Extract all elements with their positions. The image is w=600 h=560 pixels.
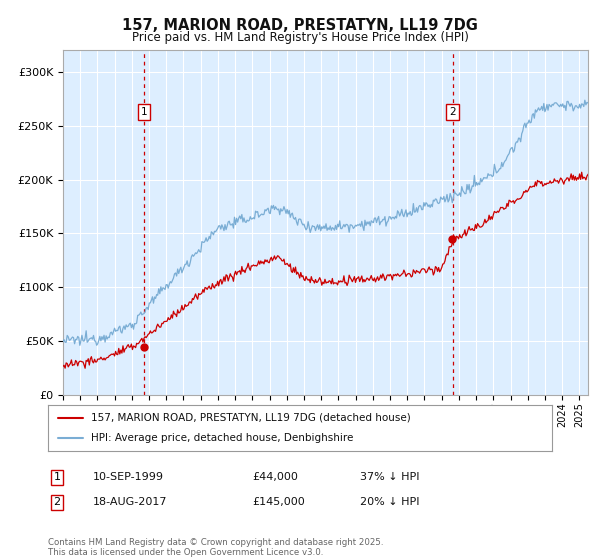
Text: 1: 1 [140, 108, 147, 118]
Text: 18-AUG-2017: 18-AUG-2017 [93, 497, 167, 507]
Text: 2: 2 [53, 497, 61, 507]
Text: Price paid vs. HM Land Registry's House Price Index (HPI): Price paid vs. HM Land Registry's House … [131, 31, 469, 44]
Text: 2: 2 [449, 108, 456, 118]
Text: 37% ↓ HPI: 37% ↓ HPI [360, 472, 419, 482]
Text: £44,000: £44,000 [252, 472, 298, 482]
Text: 157, MARION ROAD, PRESTATYN, LL19 7DG: 157, MARION ROAD, PRESTATYN, LL19 7DG [122, 18, 478, 33]
Text: 10-SEP-1999: 10-SEP-1999 [93, 472, 164, 482]
Text: £145,000: £145,000 [252, 497, 305, 507]
Text: HPI: Average price, detached house, Denbighshire: HPI: Average price, detached house, Denb… [91, 433, 353, 443]
Text: 157, MARION ROAD, PRESTATYN, LL19 7DG (detached house): 157, MARION ROAD, PRESTATYN, LL19 7DG (d… [91, 413, 410, 423]
Text: 1: 1 [53, 472, 61, 482]
Text: 20% ↓ HPI: 20% ↓ HPI [360, 497, 419, 507]
Text: Contains HM Land Registry data © Crown copyright and database right 2025.
This d: Contains HM Land Registry data © Crown c… [48, 538, 383, 557]
